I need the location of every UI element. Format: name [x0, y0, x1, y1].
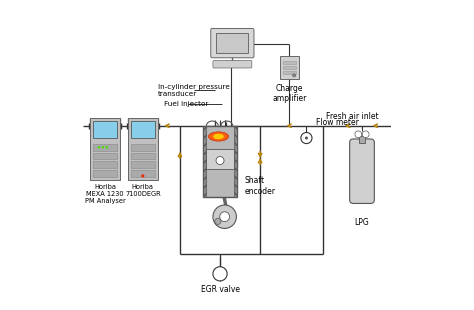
- Circle shape: [215, 218, 221, 224]
- Ellipse shape: [209, 132, 228, 141]
- Circle shape: [141, 175, 145, 178]
- Bar: [131, 170, 155, 177]
- Bar: [93, 161, 117, 168]
- Circle shape: [213, 205, 237, 228]
- Circle shape: [101, 146, 104, 148]
- Circle shape: [220, 212, 229, 222]
- Circle shape: [106, 146, 108, 148]
- Bar: [93, 121, 117, 138]
- Bar: [131, 153, 155, 159]
- Circle shape: [216, 157, 224, 165]
- Bar: [203, 126, 237, 197]
- Circle shape: [305, 136, 308, 140]
- Bar: [207, 149, 234, 169]
- Text: Fuel injector: Fuel injector: [164, 101, 209, 107]
- Text: Charge
amplifier: Charge amplifier: [272, 84, 307, 104]
- Text: Fresh air inlet: Fresh air inlet: [326, 112, 379, 121]
- Bar: [93, 170, 117, 177]
- Text: Flow meter: Flow meter: [316, 118, 358, 127]
- Bar: [234, 126, 237, 197]
- Ellipse shape: [213, 134, 224, 139]
- Text: In-cylinder pressure
transducer: In-cylinder pressure transducer: [158, 84, 230, 97]
- Circle shape: [213, 267, 227, 281]
- Bar: [283, 61, 296, 64]
- Bar: [131, 144, 155, 151]
- Bar: [283, 71, 296, 74]
- Bar: [131, 121, 155, 138]
- Bar: [203, 126, 207, 197]
- Bar: [359, 136, 365, 143]
- Bar: [93, 144, 117, 151]
- Bar: [283, 66, 296, 69]
- Circle shape: [98, 146, 100, 148]
- Text: Shaft
encoder: Shaft encoder: [245, 176, 276, 196]
- Text: Horiba
MEXA 1230
PM Analyser: Horiba MEXA 1230 PM Analyser: [84, 184, 125, 204]
- Bar: [280, 56, 299, 79]
- FancyBboxPatch shape: [211, 29, 254, 58]
- Circle shape: [355, 131, 362, 138]
- Bar: [90, 118, 119, 180]
- Text: Horiba
7100DEGR: Horiba 7100DEGR: [125, 184, 161, 197]
- FancyBboxPatch shape: [350, 139, 374, 203]
- Circle shape: [362, 131, 369, 138]
- Bar: [128, 118, 157, 180]
- Circle shape: [292, 74, 296, 77]
- FancyBboxPatch shape: [213, 60, 252, 68]
- Bar: [131, 161, 155, 168]
- Circle shape: [301, 132, 312, 144]
- Bar: [216, 33, 248, 52]
- Text: LPG: LPG: [355, 218, 369, 227]
- Text: EGR valve: EGR valve: [201, 285, 239, 294]
- Bar: [93, 153, 117, 159]
